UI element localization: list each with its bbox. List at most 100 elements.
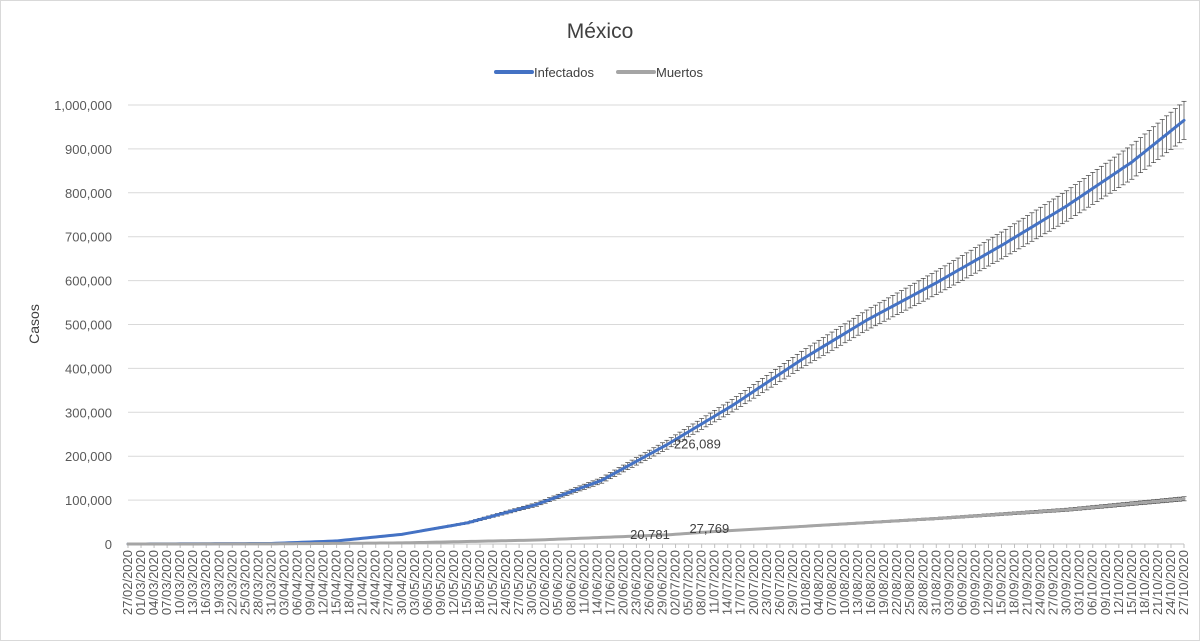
- x-tick-label: 27/04/2020: [381, 550, 396, 615]
- y-tick-label: 800,000: [65, 186, 112, 201]
- x-tick-label: 09/09/2020: [967, 550, 982, 615]
- y-tick-label: 1,000,000: [54, 98, 112, 113]
- x-tick-label: 21/05/2020: [485, 550, 500, 615]
- x-tick-label: 24/09/2020: [1033, 550, 1048, 615]
- x-tick-label: 05/06/2020: [550, 550, 565, 615]
- x-tick-label: 15/09/2020: [993, 550, 1008, 615]
- x-tick-label: 21/04/2020: [355, 550, 370, 615]
- x-tick-label: 21/09/2020: [1020, 550, 1035, 615]
- x-tick-label: 30/04/2020: [394, 550, 409, 615]
- y-tick-label: 500,000: [65, 318, 112, 333]
- x-tick-label: 06/09/2020: [954, 550, 969, 615]
- x-tick-label: 06/10/2020: [1085, 550, 1100, 615]
- x-tick-label: 11/07/2020: [707, 550, 722, 614]
- x-tick-label: 03/10/2020: [1072, 550, 1087, 615]
- x-tick-label: 03/09/2020: [941, 550, 956, 615]
- error-bars: [281, 100, 1187, 544]
- y-axis-ticks: 0 100,000 200,000 300,000 400,000 500,000 600,…: [54, 98, 112, 552]
- x-tick-label: 21/10/2020: [1150, 550, 1165, 615]
- x-tick-label: 06/04/2020: [289, 550, 304, 615]
- y-tick-label: 900,000: [65, 142, 112, 157]
- x-tick-label: 09/10/2020: [1098, 550, 1113, 615]
- x-tick-label: 07/03/2020: [159, 550, 174, 615]
- legend-label-muertos: Muertos: [656, 65, 703, 80]
- y-tick-label: 0: [105, 537, 112, 552]
- x-tick-label: 18/05/2020: [472, 550, 487, 615]
- x-tick-label: 20/07/2020: [746, 550, 761, 615]
- y-tick-label: 300,000: [65, 405, 112, 420]
- x-tick-label: 01/08/2020: [798, 550, 813, 615]
- data-labels: 226,089 20,781 27,769: [630, 437, 729, 542]
- y-tick-label: 100,000: [65, 493, 112, 508]
- x-tick-label: 17/06/2020: [602, 550, 617, 615]
- x-tick-label: 14/07/2020: [720, 550, 735, 615]
- series-lines: [126, 118, 1186, 546]
- x-tick-label: 04/08/2020: [811, 550, 826, 615]
- x-tick-label: 11/06/2020: [576, 550, 591, 614]
- x-tick-label: 03/05/2020: [407, 550, 422, 615]
- x-tick-label: 03/04/2020: [276, 550, 291, 615]
- legend-label-infectados: Infectados: [534, 65, 594, 80]
- x-tick-label: 02/07/2020: [668, 550, 683, 615]
- x-tick-label: 23/06/2020: [628, 550, 643, 615]
- y-tick-label: 700,000: [65, 230, 112, 245]
- x-tick-label: 17/07/2020: [733, 550, 748, 615]
- data-label: 27,769: [689, 521, 729, 536]
- x-tick-label: 12/05/2020: [446, 550, 461, 615]
- x-tick-label: 26/07/2020: [772, 550, 787, 615]
- chart-title: México: [567, 20, 634, 43]
- x-tick-label: 27/10/2020: [1176, 550, 1191, 615]
- x-tick-label: 22/03/2020: [224, 550, 239, 615]
- x-tick-label: 08/07/2020: [694, 550, 709, 615]
- x-axis-ticks: 27/02/202001/03/202004/03/202007/03/2020…: [120, 544, 1191, 615]
- x-tick-label: 15/10/2020: [1124, 550, 1139, 615]
- x-tick-label: 31/03/2020: [263, 550, 278, 615]
- x-tick-label: 25/03/2020: [237, 550, 252, 615]
- x-tick-label: 19/03/2020: [211, 550, 226, 615]
- x-tick-label: 31/08/2020: [928, 550, 943, 615]
- x-tick-label: 15/05/2020: [459, 550, 474, 615]
- x-tick-label: 16/08/2020: [863, 550, 878, 615]
- x-tick-label: 30/05/2020: [524, 550, 539, 615]
- gridlines: [128, 104, 1184, 545]
- series-line-muertos: [126, 497, 1186, 546]
- x-tick-label: 08/06/2020: [563, 550, 578, 615]
- x-tick-label: 10/03/2020: [172, 550, 187, 615]
- x-tick-label: 24/10/2020: [1163, 550, 1178, 615]
- x-tick-label: 25/08/2020: [902, 550, 917, 615]
- legend: Infectados Muertos: [494, 65, 703, 80]
- x-tick-label: 28/08/2020: [915, 550, 930, 615]
- x-tick-label: 06/05/2020: [420, 550, 435, 615]
- x-tick-label: 18/09/2020: [1007, 550, 1022, 615]
- x-tick-label: 05/07/2020: [681, 550, 696, 615]
- x-tick-label: 09/04/2020: [303, 550, 318, 615]
- y-tick-label: 600,000: [65, 274, 112, 289]
- y-axis-title: Casos: [26, 304, 42, 344]
- x-tick-label: 20/06/2020: [615, 550, 630, 615]
- x-tick-label: 18/04/2020: [342, 550, 357, 615]
- x-tick-label: 16/03/2020: [198, 550, 213, 615]
- x-tick-label: 29/07/2020: [785, 550, 800, 615]
- x-tick-label: 19/08/2020: [876, 550, 891, 615]
- x-tick-label: 24/05/2020: [498, 550, 513, 615]
- x-tick-label: 13/08/2020: [850, 550, 865, 615]
- y-tick-label: 400,000: [65, 361, 112, 376]
- x-tick-label: 27/02/2020: [120, 550, 135, 615]
- x-tick-label: 09/05/2020: [433, 550, 448, 615]
- x-tick-label: 12/04/2020: [316, 550, 331, 615]
- x-tick-label: 15/04/2020: [329, 550, 344, 615]
- x-tick-label: 27/05/2020: [511, 550, 526, 615]
- x-tick-label: 29/06/2020: [655, 550, 670, 615]
- x-tick-label: 30/09/2020: [1059, 550, 1074, 615]
- series-line-infectados: [126, 118, 1186, 546]
- x-tick-label: 26/06/2020: [641, 550, 656, 615]
- x-tick-label: 13/03/2020: [185, 550, 200, 615]
- x-tick-label: 18/10/2020: [1137, 550, 1152, 615]
- x-tick-label: 01/03/2020: [133, 550, 148, 615]
- x-tick-label: 28/03/2020: [250, 550, 265, 615]
- x-tick-label: 12/09/2020: [980, 550, 995, 615]
- x-tick-label: 12/10/2020: [1111, 550, 1126, 615]
- x-tick-label: 22/08/2020: [889, 550, 904, 615]
